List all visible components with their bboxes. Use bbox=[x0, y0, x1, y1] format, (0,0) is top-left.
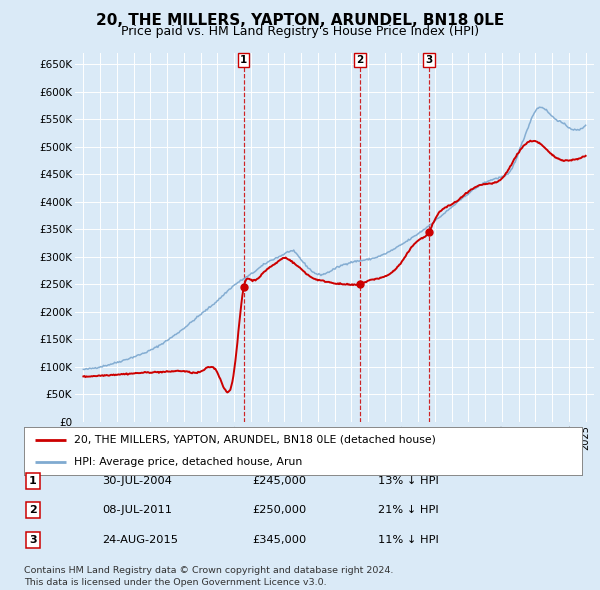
Text: 1: 1 bbox=[240, 55, 247, 65]
Text: 3: 3 bbox=[29, 535, 37, 545]
Text: 20, THE MILLERS, YAPTON, ARUNDEL, BN18 0LE (detached house): 20, THE MILLERS, YAPTON, ARUNDEL, BN18 0… bbox=[74, 435, 436, 445]
Text: 3: 3 bbox=[425, 55, 433, 65]
Text: 08-JUL-2011: 08-JUL-2011 bbox=[102, 506, 172, 515]
Text: 24-AUG-2015: 24-AUG-2015 bbox=[102, 535, 178, 545]
Text: 20, THE MILLERS, YAPTON, ARUNDEL, BN18 0LE: 20, THE MILLERS, YAPTON, ARUNDEL, BN18 0… bbox=[96, 13, 504, 28]
Text: 1: 1 bbox=[29, 476, 37, 486]
Text: 13% ↓ HPI: 13% ↓ HPI bbox=[378, 476, 439, 486]
Text: £345,000: £345,000 bbox=[252, 535, 306, 545]
Text: £250,000: £250,000 bbox=[252, 506, 306, 515]
Text: Price paid vs. HM Land Registry's House Price Index (HPI): Price paid vs. HM Land Registry's House … bbox=[121, 25, 479, 38]
Text: 30-JUL-2004: 30-JUL-2004 bbox=[102, 476, 172, 486]
Text: 2: 2 bbox=[29, 506, 37, 515]
Text: 11% ↓ HPI: 11% ↓ HPI bbox=[378, 535, 439, 545]
Text: 2: 2 bbox=[356, 55, 364, 65]
Text: Contains HM Land Registry data © Crown copyright and database right 2024.
This d: Contains HM Land Registry data © Crown c… bbox=[24, 566, 394, 587]
Text: HPI: Average price, detached house, Arun: HPI: Average price, detached house, Arun bbox=[74, 457, 302, 467]
Text: £245,000: £245,000 bbox=[252, 476, 306, 486]
Text: 21% ↓ HPI: 21% ↓ HPI bbox=[378, 506, 439, 515]
